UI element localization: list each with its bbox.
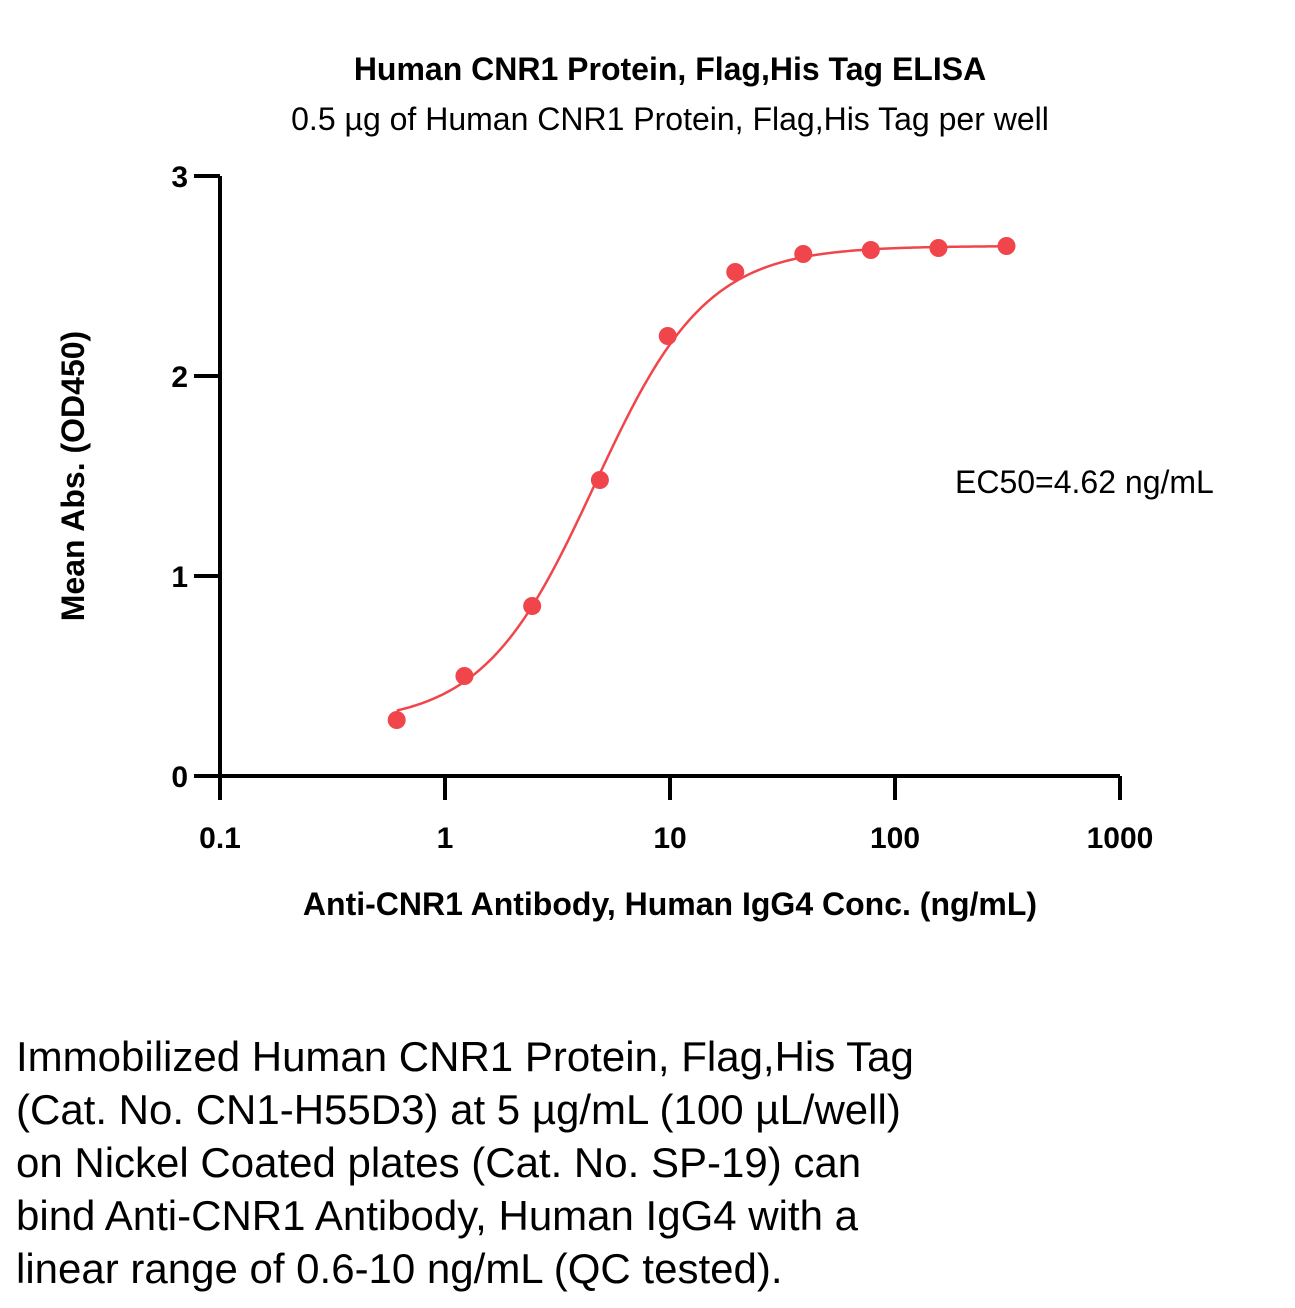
chart: Human CNR1 Protein, Flag,His Tag ELISA 0… [55,51,1214,922]
data-point [726,263,745,281]
data-point [861,241,880,259]
fit-curve [396,245,1007,712]
y-tick-label: 2 [171,361,188,394]
data-point [658,327,677,345]
chart-title: Human CNR1 Protein, Flag,His Tag ELISA [354,51,986,87]
caption-line: on Nickel Coated plates (Cat. No. SP-19)… [16,1139,862,1186]
x-tick-label: 10 [653,822,686,855]
ticks: 0.1 1 10 100 1000 0 1 2 3 [171,161,1153,855]
data-points [387,237,1016,729]
y-axis-label: Mean Abs. (OD450) [55,331,91,621]
caption-line: Immobilized Human CNR1 Protein, Flag,His… [16,1033,914,1080]
caption-line: linear range of 0.6-10 ng/mL (QC tested)… [16,1245,783,1292]
y-tick-label: 3 [171,161,188,194]
caption: Immobilized Human CNR1 Protein, Flag,His… [16,1030,1276,1295]
x-tick-label: 1 [437,822,454,855]
data-point [590,471,609,489]
y-tick-label: 1 [171,561,188,594]
data-point [387,711,406,729]
data-point [997,237,1016,255]
x-tick-label: 1000 [1087,822,1154,855]
data-point [794,245,813,263]
data-point [929,239,948,257]
caption-line: bind Anti-CNR1 Antibody, Human IgG4 with… [16,1192,858,1239]
x-tick-label: 0.1 [199,822,241,855]
x-tick-label: 100 [870,822,920,855]
data-point [455,667,474,685]
ec50-annotation: EC50=4.62 ng/mL [955,464,1214,500]
chart-subtitle: 0.5 µg of Human CNR1 Protein, Flag,His T… [291,101,1049,137]
caption-line: (Cat. No. CN1-H55D3) at 5 µg/mL (100 µL/… [16,1086,901,1133]
x-axis-label: Anti-CNR1 Antibody, Human IgG4 Conc. (ng… [303,886,1037,922]
data-point [523,597,542,615]
y-tick-label: 0 [171,761,188,794]
